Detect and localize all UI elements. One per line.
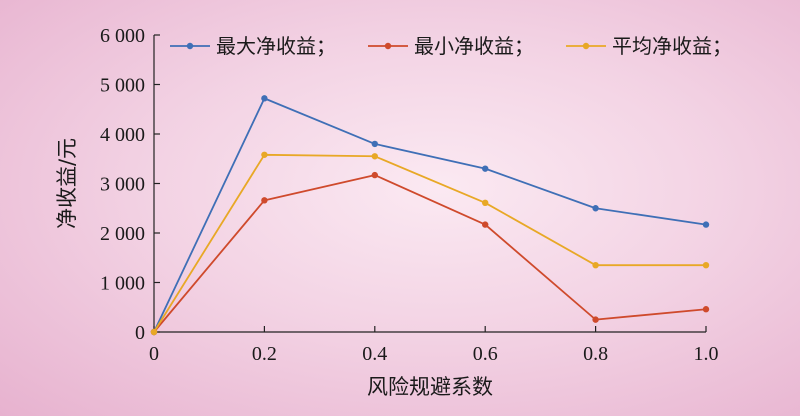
legend-label: 最大净收益； [216, 34, 336, 58]
x-axis-title: 风险规避系数 [367, 375, 493, 399]
data-point [592, 316, 599, 323]
data-point [702, 261, 710, 269]
data-point [261, 151, 268, 158]
y-tick-label: 6 000 [100, 25, 145, 47]
data-point [592, 205, 599, 212]
y-axis-ticks: 0 1 000 2 000 3 000 4 000 5 000 6 000 [100, 25, 160, 344]
series-layer [150, 95, 710, 336]
legend-label: 最小净收益； [414, 34, 534, 58]
x-axis-ticks: 0 0.2 0.4 0.6 0.8 1.0 [149, 326, 719, 365]
legend-marker [186, 42, 194, 50]
series-line [153, 153, 706, 333]
axes [153, 35, 706, 333]
series-group [150, 171, 710, 336]
data-point [482, 199, 489, 207]
data-point [371, 153, 378, 160]
legend-label: 平均净收益； [612, 34, 732, 58]
data-point [261, 197, 268, 204]
legend-marker [582, 42, 590, 50]
data-point [482, 165, 489, 172]
x-tick-label: 0.8 [583, 343, 608, 365]
series-group [150, 151, 710, 336]
data-point [371, 171, 378, 179]
y-tick-label: 5 000 [100, 75, 145, 97]
y-axis-title: 净收益/元 [55, 138, 79, 229]
data-point [482, 221, 489, 228]
x-tick-label: 1.0 [694, 343, 719, 365]
legend-marker [384, 42, 392, 50]
x-tick-label: 0.6 [473, 343, 498, 365]
series-line [153, 174, 707, 333]
data-point [592, 261, 599, 269]
y-tick-label: 0 [135, 322, 145, 344]
series-group [150, 95, 710, 336]
legend: 最大净收益； 最小净收益； 平均净收益； [170, 34, 732, 58]
data-point [702, 221, 710, 228]
x-tick-label: 0 [149, 343, 159, 365]
data-point [371, 140, 378, 148]
x-tick-label: 0.2 [252, 343, 277, 365]
y-tick-label: 4 000 [100, 124, 145, 146]
x-tick-label: 0.4 [362, 343, 387, 365]
y-tick-label: 3 000 [100, 174, 145, 196]
y-tick-label: 2 000 [100, 223, 145, 245]
series-line [153, 97, 707, 333]
data-point [702, 306, 710, 313]
data-point [150, 328, 158, 336]
y-tick-label: 1 000 [100, 273, 145, 295]
data-point [261, 95, 268, 102]
